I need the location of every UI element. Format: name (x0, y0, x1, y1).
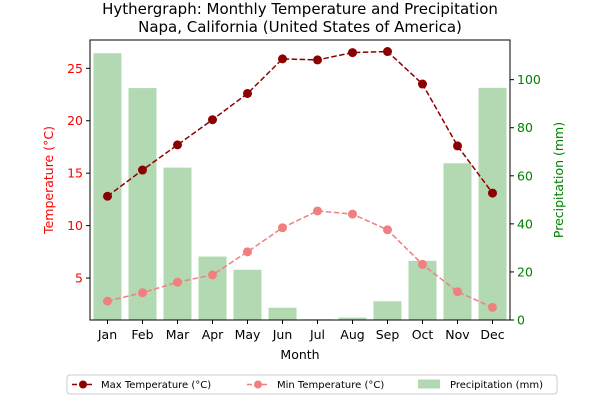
legend-min-marker (254, 380, 262, 389)
x-tick-label-mar: Mar (166, 327, 190, 342)
max-temp-point-sep (383, 47, 392, 57)
x-tick-label-aug: Aug (340, 327, 364, 342)
precipitation-bars (93, 53, 507, 320)
x-tick-label-sep: Sep (376, 327, 400, 342)
left-axis-label: Temperature (°C) (41, 126, 56, 235)
x-tick-label-oct: Oct (412, 327, 434, 342)
precip-bar-aug (338, 317, 367, 320)
min-temp-point-dec (488, 302, 497, 312)
right-tick-label: 100 (517, 72, 541, 87)
precip-bar-may (233, 269, 262, 320)
max-temp-point-nov (453, 141, 462, 151)
precip-bar-jun (268, 307, 297, 320)
left-tick-label: 5 (75, 271, 83, 286)
max-temp-point-apr (208, 115, 217, 125)
legend-max-marker (79, 380, 87, 389)
max-temp-point-jun (278, 54, 287, 64)
min-temp-point-jun (278, 223, 287, 233)
min-temperature-line (107, 210, 493, 309)
legend-item-precipitation: Precipitation (mm) (418, 379, 543, 391)
max-temp-point-jul (313, 55, 322, 65)
precip-bar-apr (198, 256, 227, 320)
x-tick-label-feb: Feb (131, 327, 153, 342)
legend-max-label: Max Temperature (°C) (101, 380, 211, 391)
precip-bar-sep (373, 301, 402, 320)
left-tick-label: 20 (67, 113, 83, 128)
x-tick-label-dec: Dec (480, 327, 504, 342)
legend-item-max-temperature: Max Temperature (°C) (72, 380, 211, 391)
legend-precip-label: Precipitation (mm) (450, 380, 543, 391)
precip-bar-jan (93, 53, 122, 320)
max-temp-point-feb (138, 165, 147, 175)
legend-precip-swatch (418, 379, 440, 389)
left-tick-label: 25 (67, 61, 83, 76)
max-temp-point-may (243, 88, 252, 98)
max-temperature-line (107, 50, 494, 197)
right-tick-label: 60 (517, 168, 533, 183)
x-tick-label-jul: Jul (309, 327, 325, 342)
chart-title: Hythergraph: Monthly Temperature and Pre… (102, 0, 498, 18)
chart-legend: Max Temperature (°C) Min Temperature (°C… (66, 374, 558, 395)
chart-subtitle: Napa, California (United States of Ameri… (138, 18, 462, 36)
x-axis-label: Month (280, 347, 319, 362)
plot-frame (89, 39, 511, 321)
x-tick-label-jun: Jun (272, 327, 293, 342)
precip-bar-dec (478, 87, 507, 320)
right-tick-label: 40 (517, 216, 533, 231)
right-tick-label: 0 (517, 313, 525, 328)
min-temp-point-apr (208, 270, 217, 280)
temperature-axis: 5 10 15 20 25 (67, 61, 90, 286)
x-tick-label-may: May (235, 327, 261, 342)
max-temp-point-aug (348, 48, 357, 58)
max-temp-point-dec (488, 188, 497, 198)
x-tick-label-nov: Nov (445, 327, 470, 342)
left-tick-label: 15 (67, 166, 83, 181)
precipitation-axis: 0 20 40 60 80 100 (510, 72, 541, 328)
min-temp-point-feb (138, 288, 147, 298)
min-temp-point-may (243, 247, 252, 257)
temperature-lines (103, 47, 497, 312)
max-temp-point-oct (418, 79, 427, 89)
min-temp-point-sep (383, 225, 392, 235)
right-axis-label: Precipitation (mm) (551, 122, 566, 238)
max-temp-point-mar (173, 140, 182, 150)
max-temp-point-jan (103, 191, 112, 201)
right-tick-label: 80 (517, 120, 533, 135)
min-temp-point-oct (418, 259, 427, 269)
precip-bar-mar (163, 167, 192, 320)
min-temp-point-jan (103, 296, 112, 306)
precip-bar-feb (128, 88, 157, 320)
x-tick-label-jan: Jan (97, 327, 117, 342)
legend-item-min-temperature: Min Temperature (°C) (247, 380, 384, 391)
min-temp-point-aug (348, 209, 357, 219)
left-tick-label: 10 (67, 218, 83, 233)
precip-bar-oct (408, 260, 437, 320)
legend-min-label: Min Temperature (°C) (277, 380, 384, 391)
x-tick-label-apr: Apr (202, 327, 224, 342)
right-tick-label: 20 (517, 264, 533, 279)
min-temp-point-mar (173, 277, 182, 287)
min-temp-point-nov (453, 287, 462, 297)
month-axis: Jan Feb Mar Apr May Jun Jul Aug Sep Oct Nov Dec (97, 320, 505, 342)
min-temp-point-jul (313, 206, 322, 216)
